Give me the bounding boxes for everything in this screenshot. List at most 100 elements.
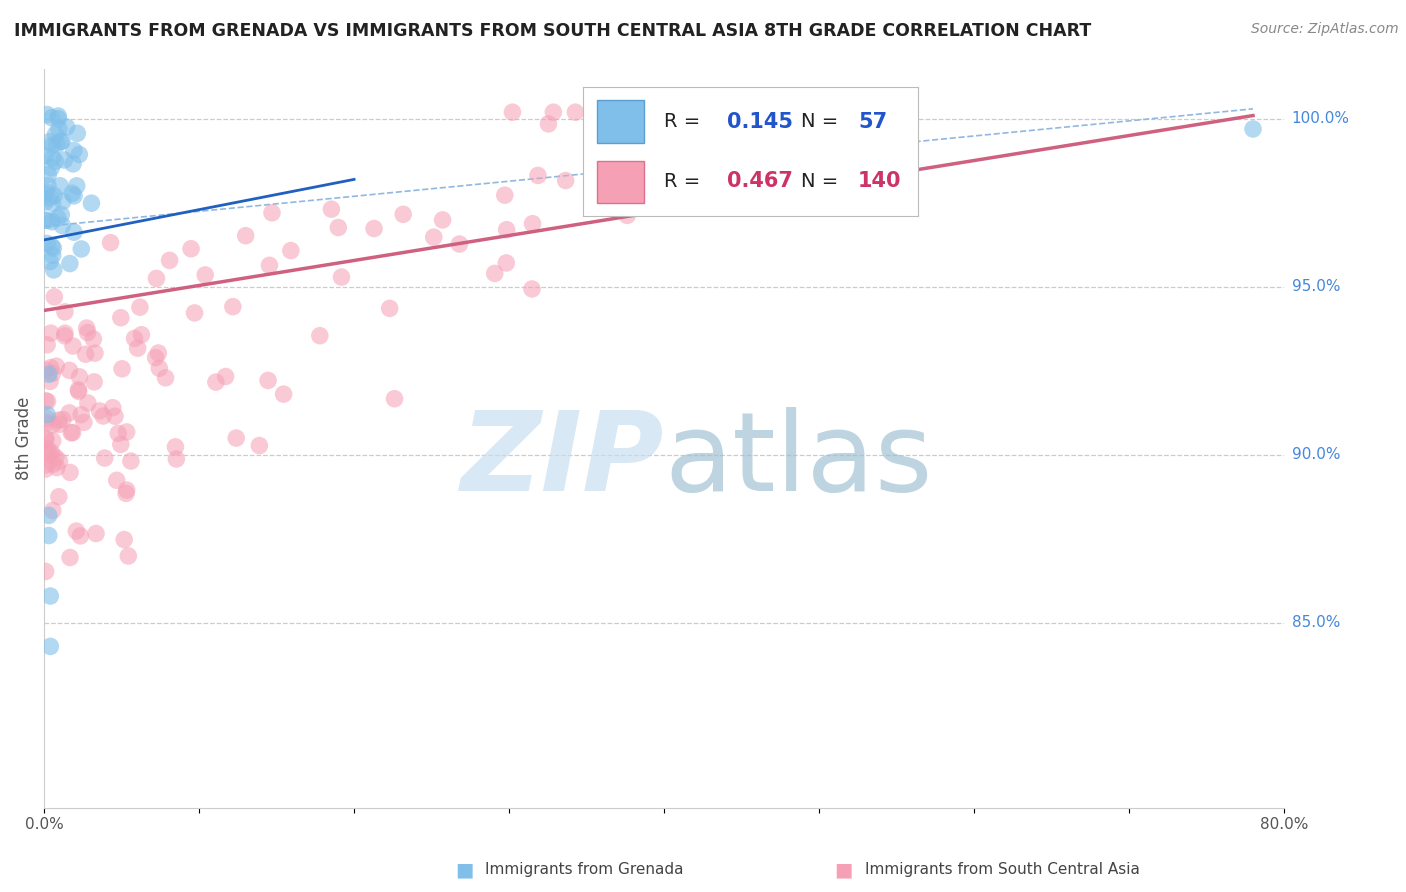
Point (225, 431, 247, 445)
Point (42, 503, 65, 517)
Point (39, 447, 62, 461)
Point (766, 105, 789, 120)
Point (799, 105, 821, 120)
Point (745, 105, 768, 120)
Point (93, 451, 115, 466)
Point (53, 153, 76, 167)
Point (235, 228, 257, 243)
Point (62, 157, 84, 171)
Point (76, 321, 98, 335)
Point (35, 433, 58, 447)
Point (46, 112, 69, 126)
Point (49, 178, 72, 193)
Point (34, 213, 56, 227)
Point (53, 326, 76, 341)
Point (34, 149, 56, 163)
Point (59, 550, 82, 565)
Point (63, 144, 86, 158)
Point (52, 194, 75, 209)
Point (449, 237, 471, 252)
Point (34, 186, 56, 201)
Point (41, 138, 63, 153)
Point (70, 242, 93, 256)
Point (222, 300, 245, 314)
Point (129, 300, 152, 314)
Point (66, 178, 89, 193)
Point (111, 361, 134, 376)
Point (48, 121, 70, 136)
Point (432, 213, 454, 227)
Point (34, 431, 56, 445)
Point (41, 417, 63, 432)
Point (67, 383, 90, 397)
Point (83, 375, 105, 389)
Point (145, 351, 167, 365)
Point (205, 375, 228, 389)
Point (110, 310, 132, 325)
Point (52, 412, 75, 426)
Point (42, 188, 65, 202)
Point (91, 409, 114, 423)
Point (363, 221, 385, 235)
Point (214, 369, 236, 384)
Point (384, 392, 406, 406)
Point (39, 589, 62, 603)
Y-axis label: 8th Grade: 8th Grade (15, 396, 32, 480)
Point (37, 394, 59, 409)
Point (39, 161, 62, 175)
Point (44, 154, 66, 169)
Point (34, 363, 56, 377)
Point (62, 425, 84, 440)
Point (257, 374, 280, 388)
Point (260, 206, 283, 220)
Point (308, 328, 330, 343)
Text: ■: ■ (454, 860, 474, 880)
Point (48, 417, 70, 432)
Point (65, 524, 87, 538)
Point (34, 194, 56, 209)
Point (38, 508, 60, 523)
Point (45, 359, 67, 374)
Point (84, 346, 107, 360)
Point (675, 109, 697, 123)
Point (643, 105, 665, 120)
Point (58, 406, 80, 420)
Point (62, 339, 84, 353)
Point (44, 290, 66, 304)
Point (321, 202, 343, 216)
Point (34, 458, 56, 472)
Point (194, 268, 217, 282)
Point (37, 213, 59, 227)
Point (120, 454, 142, 468)
Point (280, 244, 302, 258)
Text: Immigrants from Grenada: Immigrants from Grenada (485, 863, 683, 877)
Point (585, 105, 607, 120)
Point (117, 549, 139, 563)
Point (69, 369, 91, 384)
Point (165, 440, 187, 454)
Point (1241, 122, 1264, 136)
Point (100, 235, 122, 250)
Point (45, 450, 67, 465)
Point (554, 173, 576, 187)
Point (748, 105, 770, 120)
Point (112, 533, 135, 547)
Point (131, 327, 153, 342)
Point (495, 256, 517, 270)
Point (41, 239, 63, 253)
Point (165, 452, 187, 467)
Point (623, 111, 645, 125)
Point (48, 490, 70, 504)
Point (70, 408, 93, 422)
Point (59, 466, 82, 480)
Point (75, 347, 97, 361)
Point (107, 426, 129, 441)
Point (42, 241, 65, 255)
Point (610, 105, 633, 120)
Point (537, 117, 560, 131)
Point (148, 361, 170, 376)
Point (37, 338, 59, 352)
Point (148, 346, 170, 360)
Point (605, 116, 627, 130)
Point (44, 128, 66, 142)
